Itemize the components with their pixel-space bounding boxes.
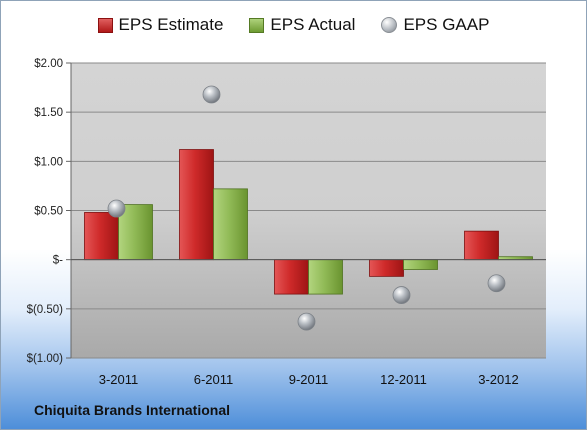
- x-category-label: 9-2011: [289, 372, 329, 387]
- bar-eps-estimate: [84, 212, 119, 261]
- y-tick-label: $-: [53, 255, 63, 267]
- x-category-label: 3-2012: [478, 372, 518, 387]
- point-eps-gaap: [297, 312, 316, 331]
- legend-label-gaap: EPS GAAP: [403, 15, 490, 34]
- company-name: Chiquita Brands International: [34, 402, 231, 418]
- legend-item-actual: EPS Actual: [249, 15, 355, 35]
- bar-eps-estimate: [274, 259, 309, 295]
- legend-item-estimate: EPS Estimate: [97, 15, 224, 35]
- bar-eps-estimate: [179, 149, 214, 261]
- bar-eps-estimate: [464, 230, 499, 261]
- legend-swatch-estimate: [97, 17, 113, 33]
- legend-item-gaap: EPS GAAP: [381, 15, 489, 35]
- y-tick-label: $1.50: [34, 107, 63, 119]
- x-category-label: 3-2011: [99, 372, 139, 387]
- bar-eps-estimate: [369, 259, 404, 277]
- legend-label-actual: EPS Actual: [270, 15, 356, 34]
- bar-eps-actual: [403, 259, 438, 270]
- legend-label-estimate: EPS Estimate: [118, 15, 224, 34]
- x-category-label: 12-2011: [380, 372, 427, 387]
- point-eps-gaap: [202, 85, 221, 104]
- legend-swatch-actual: [249, 17, 265, 33]
- point-eps-gaap: [487, 274, 506, 293]
- y-tick-label: $0.50: [34, 206, 63, 218]
- point-eps-gaap: [107, 199, 126, 218]
- bar-eps-actual: [213, 188, 248, 261]
- point-eps-gaap: [392, 286, 411, 304]
- y-tick-label: $(0.50): [27, 304, 64, 316]
- bar-eps-actual: [308, 259, 343, 295]
- y-tick-label: $2.00: [34, 58, 63, 70]
- bar-eps-actual: [118, 204, 153, 261]
- y-tick-label: $(1.00): [27, 353, 64, 365]
- x-category-label: 6-2011: [194, 372, 234, 387]
- legend-swatch-gaap: [381, 17, 398, 33]
- y-tick-label: $1.00: [34, 156, 63, 168]
- chart-legend: EPS Estimate EPS Actual EPS GAAP: [1, 15, 586, 35]
